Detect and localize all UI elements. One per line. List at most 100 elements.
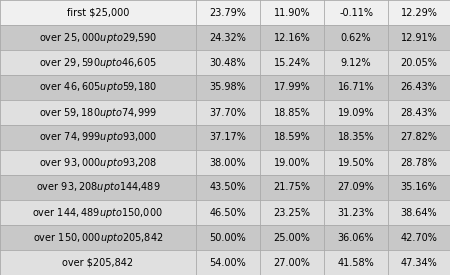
Bar (324, 200, 388, 225)
Bar (260, 200, 324, 225)
Bar (388, 0, 450, 25)
Text: over $144,489 up to $150,000: over $144,489 up to $150,000 (32, 205, 163, 219)
Bar (196, 250, 260, 275)
Bar (0, 175, 196, 200)
Bar (260, 125, 324, 150)
Text: 30.48%: 30.48% (210, 57, 246, 67)
Text: 38.64%: 38.64% (401, 208, 437, 218)
Text: 18.85%: 18.85% (274, 108, 310, 117)
Text: 31.23%: 31.23% (338, 208, 374, 218)
Text: 26.43%: 26.43% (400, 82, 437, 92)
Bar (388, 150, 450, 175)
Text: 17.99%: 17.99% (274, 82, 310, 92)
Text: 28.43%: 28.43% (400, 108, 437, 117)
Text: 23.25%: 23.25% (274, 208, 310, 218)
Bar (0, 50, 196, 75)
Text: 12.91%: 12.91% (400, 32, 437, 43)
Text: 25.00%: 25.00% (274, 232, 310, 243)
Text: over $25,000 up to $29,590: over $25,000 up to $29,590 (39, 31, 157, 45)
Text: 35.16%: 35.16% (400, 183, 437, 192)
Bar (388, 125, 450, 150)
Bar (388, 225, 450, 250)
Text: 27.82%: 27.82% (400, 133, 437, 142)
Text: 42.70%: 42.70% (400, 232, 437, 243)
Text: over $59,180 up to $74,999: over $59,180 up to $74,999 (39, 106, 157, 120)
Bar (260, 0, 324, 25)
Bar (324, 250, 388, 275)
Text: 9.12%: 9.12% (341, 57, 371, 67)
Bar (324, 100, 388, 125)
Text: 47.34%: 47.34% (400, 257, 437, 268)
Text: 37.17%: 37.17% (209, 133, 246, 142)
Text: 38.00%: 38.00% (210, 158, 246, 167)
Text: 54.00%: 54.00% (209, 257, 246, 268)
Text: 16.71%: 16.71% (338, 82, 374, 92)
Bar (260, 150, 324, 175)
Bar (260, 50, 324, 75)
Bar (388, 175, 450, 200)
Text: over $93,000 up to $93,208: over $93,000 up to $93,208 (39, 155, 157, 169)
Bar (324, 25, 388, 50)
Bar (324, 75, 388, 100)
Text: 37.70%: 37.70% (209, 108, 246, 117)
Text: over $150,000 up to $205,842: over $150,000 up to $205,842 (32, 230, 163, 244)
Bar (324, 150, 388, 175)
Bar (196, 75, 260, 100)
Text: over $29,590 up to $46,605: over $29,590 up to $46,605 (39, 56, 157, 70)
Bar (388, 25, 450, 50)
Bar (196, 25, 260, 50)
Bar (324, 125, 388, 150)
Bar (388, 250, 450, 275)
Bar (196, 0, 260, 25)
Bar (196, 200, 260, 225)
Text: 50.00%: 50.00% (209, 232, 246, 243)
Bar (324, 225, 388, 250)
Bar (260, 250, 324, 275)
Bar (388, 50, 450, 75)
Bar (196, 150, 260, 175)
Bar (388, 200, 450, 225)
Bar (0, 125, 196, 150)
Bar (260, 175, 324, 200)
Text: 41.58%: 41.58% (338, 257, 374, 268)
Bar (196, 175, 260, 200)
Bar (0, 150, 196, 175)
Bar (0, 0, 196, 25)
Text: 46.50%: 46.50% (209, 208, 246, 218)
Text: 28.78%: 28.78% (400, 158, 437, 167)
Text: 35.98%: 35.98% (209, 82, 246, 92)
Text: 20.05%: 20.05% (400, 57, 437, 67)
Text: 12.29%: 12.29% (400, 7, 437, 18)
Text: 15.24%: 15.24% (274, 57, 310, 67)
Bar (388, 75, 450, 100)
Text: 18.35%: 18.35% (338, 133, 374, 142)
Text: 18.59%: 18.59% (274, 133, 310, 142)
Text: 43.50%: 43.50% (209, 183, 246, 192)
Text: 24.32%: 24.32% (209, 32, 246, 43)
Text: over $93,208 up to $144,489: over $93,208 up to $144,489 (36, 180, 160, 194)
Text: 36.06%: 36.06% (338, 232, 374, 243)
Bar (0, 225, 196, 250)
Text: 11.90%: 11.90% (274, 7, 310, 18)
Bar (260, 100, 324, 125)
Bar (324, 0, 388, 25)
Text: 0.62%: 0.62% (341, 32, 371, 43)
Text: 19.50%: 19.50% (338, 158, 374, 167)
Bar (0, 100, 196, 125)
Bar (0, 250, 196, 275)
Bar (196, 125, 260, 150)
Bar (196, 50, 260, 75)
Bar (324, 50, 388, 75)
Bar (0, 25, 196, 50)
Text: 19.09%: 19.09% (338, 108, 374, 117)
Bar (260, 25, 324, 50)
Text: over $205,842: over $205,842 (62, 257, 134, 268)
Text: over $74,999 up to $93,000: over $74,999 up to $93,000 (39, 131, 157, 144)
Bar (260, 75, 324, 100)
Bar (324, 175, 388, 200)
Text: 19.00%: 19.00% (274, 158, 310, 167)
Text: over $46,605 up to $59,180: over $46,605 up to $59,180 (39, 81, 157, 95)
Text: 27.00%: 27.00% (274, 257, 310, 268)
Bar (260, 225, 324, 250)
Bar (0, 75, 196, 100)
